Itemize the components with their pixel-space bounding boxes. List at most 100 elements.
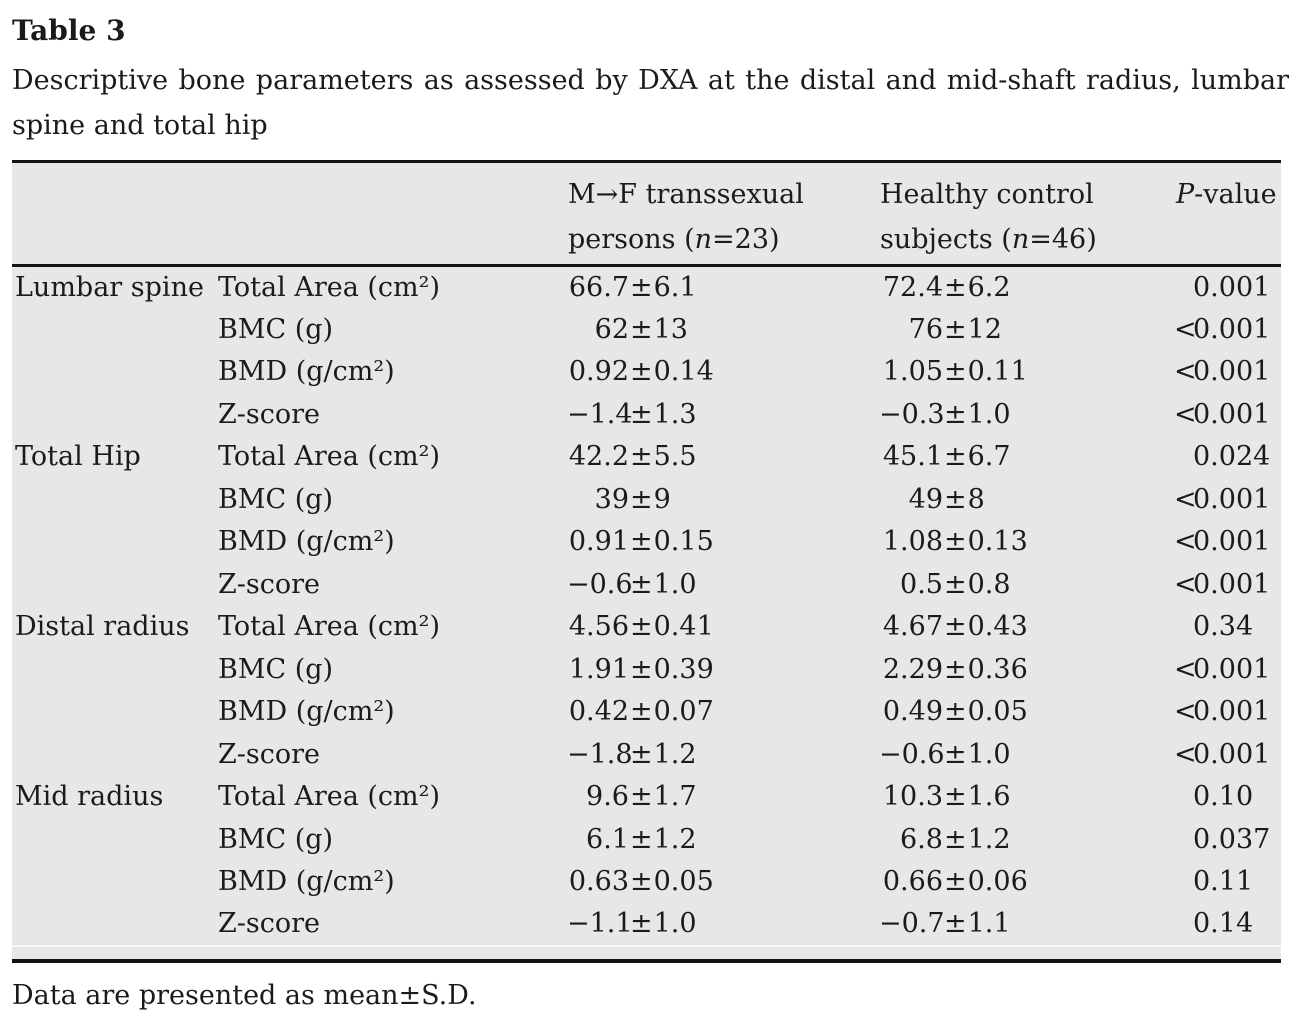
hc-value-cell: 49±8	[908, 483, 985, 515]
p-value-cell: <0.001	[1174, 398, 1271, 430]
parameter-label: Total Area (cm²)	[218, 781, 441, 813]
bone-parameters-table: M→F transsexual persons (n=23) Healthy c…	[12, 160, 1281, 963]
mf-value-cell: 6.1±1.2	[586, 823, 697, 855]
p-value-cell: 0.34	[1193, 611, 1254, 643]
col-header-mf-line2: persons (n=23)	[568, 224, 780, 255]
parameter-label: BMD (g/cm²)	[218, 356, 395, 388]
hc-value-cell: 76±12	[908, 313, 1002, 345]
hc-value-cell: −0.7±1.1	[879, 908, 1011, 940]
mf-value-cell: 0.42±0.07	[568, 696, 714, 728]
hc-value-cell: −0.3±1.0	[879, 398, 1011, 430]
table-row: BMD (g/cm²) 0.91±0.15 1.08±0.13 <0.001	[12, 521, 1281, 564]
table-footnote: Data are presented as mean±S.D.	[12, 979, 477, 1011]
site-label	[12, 478, 217, 521]
table-row: BMC (g) 62±13 76±12 <0.001	[12, 308, 1281, 351]
site-label	[12, 648, 217, 691]
site-label	[12, 308, 217, 351]
site-label	[12, 521, 217, 564]
p-value-cell: <0.001	[1174, 356, 1271, 388]
mf-value-cell: 66.7±6.1	[568, 272, 697, 303]
table-row: Lumbar spine Total Area (cm²) 66.7±6.1 7…	[12, 266, 1281, 309]
p-value-cell: 0.024	[1193, 441, 1271, 473]
table-row: Z-score −1.4±1.3 −0.3±1.0 <0.001	[12, 393, 1281, 436]
hc-value-cell: 72.4±6.2	[882, 272, 1011, 303]
site-label	[12, 351, 217, 394]
table-header: M→F transsexual persons (n=23) Healthy c…	[12, 161, 1281, 267]
table-row: Total Hip Total Area (cm²) 42.2±5.5 45.1…	[12, 436, 1281, 479]
mf-value-cell: 4.56±0.41	[568, 611, 714, 643]
table-body: Lumbar spine Total Area (cm²) 66.7±6.1 7…	[12, 266, 1281, 961]
p-value-cell: <0.001	[1174, 738, 1271, 770]
p-value-cell: 0.001	[1193, 272, 1271, 303]
n-italic: n	[694, 224, 713, 255]
table-title: Table 3	[12, 14, 126, 47]
parameter-label: Total Area (cm²)	[218, 611, 441, 643]
n-italic: n	[1011, 224, 1030, 255]
parameter-label: BMC (g)	[218, 313, 334, 345]
site-label	[12, 903, 217, 946]
p-value-cell: <0.001	[1174, 483, 1271, 515]
mf-value-cell: −1.8±1.2	[567, 738, 697, 770]
hc-value-cell: 0.5±0.8	[900, 568, 1011, 600]
p-value-cell: <0.001	[1174, 653, 1271, 685]
mf-value-cell: 42.2±5.5	[568, 441, 697, 473]
hc-value-cell: 10.3±1.6	[882, 781, 1011, 813]
parameter-label: BMC (g)	[218, 823, 334, 855]
hc-value-cell: 6.8±1.2	[900, 823, 1011, 855]
col-header-site	[12, 161, 217, 267]
hc-value-cell: 4.67±0.43	[882, 611, 1028, 643]
paper-table-page: Table 3 Descriptive bone parameters as a…	[12, 14, 1289, 1011]
p-value-cell: 0.10	[1193, 781, 1254, 813]
p-value-cell: <0.001	[1174, 568, 1271, 600]
hc-value-cell: 0.49±0.05	[882, 696, 1028, 728]
site-label: Distal radius	[15, 611, 190, 643]
parameter-label: BMC (g)	[218, 483, 334, 515]
p-value-cell: 0.11	[1193, 866, 1254, 898]
col-header-hc-line1: Healthy control	[880, 179, 1094, 210]
table-row: BMC (g) 39±9 49±8 <0.001	[12, 478, 1281, 521]
col-header-mf-transsexual: M→F transsexual persons (n=23)	[567, 161, 879, 267]
col-header-hc-line2: subjects (n=46)	[880, 224, 1097, 255]
table-row: Distal radius Total Area (cm²) 4.56±0.41…	[12, 606, 1281, 649]
mf-value-cell: 0.91±0.15	[568, 526, 714, 558]
col-header-parameter	[217, 161, 567, 267]
table-row: BMD (g/cm²) 0.63±0.05 0.66±0.06 0.11	[12, 861, 1281, 904]
parameter-label: Z-score	[218, 398, 321, 430]
header-row: M→F transsexual persons (n=23) Healthy c…	[12, 161, 1281, 267]
site-label	[12, 393, 217, 436]
table-row: Z-score −1.1±1.0 −0.7±1.1 0.14	[12, 903, 1281, 946]
parameter-label: Total Area (cm²)	[218, 272, 441, 303]
parameter-label: Z-score	[218, 908, 321, 940]
site-label	[12, 861, 217, 904]
table-row: BMC (g) 1.91±0.39 2.29±0.36 <0.001	[12, 648, 1281, 691]
mf-value-cell: 1.91±0.39	[568, 653, 714, 685]
p-value-cell: <0.001	[1174, 526, 1271, 558]
site-label	[12, 733, 217, 776]
col-header-mf-line1: M→F transsexual	[568, 179, 804, 210]
col-header-p-value: P-value	[1174, 161, 1281, 267]
site-label: Total Hip	[15, 441, 141, 473]
hc-value-cell: 0.66±0.06	[882, 866, 1028, 898]
table-bottom-spacer	[12, 944, 1281, 961]
mf-value-cell: 39±9	[594, 483, 671, 515]
p-italic: P	[1176, 179, 1195, 210]
parameter-label: Z-score	[218, 568, 321, 600]
site-label	[12, 563, 217, 606]
table-row: Z-score −0.6±1.0 0.5±0.8 <0.001	[12, 563, 1281, 606]
mf-value-cell: 0.92±0.14	[568, 356, 714, 388]
parameter-label: BMD (g/cm²)	[218, 696, 395, 728]
mf-value-cell: 9.6±1.7	[586, 781, 697, 813]
table-row: BMD (g/cm²) 0.92±0.14 1.05±0.11 <0.001	[12, 351, 1281, 394]
col-header-healthy-control: Healthy control subjects (n=46)	[879, 161, 1174, 267]
mf-value-cell: −0.6±1.0	[567, 568, 697, 600]
p-value-cell: 0.037	[1193, 823, 1271, 855]
site-label	[12, 818, 217, 861]
p-value-cell: <0.001	[1174, 313, 1271, 345]
hc-value-cell: 1.08±0.13	[882, 526, 1028, 558]
p-value-cell: 0.14	[1193, 908, 1254, 940]
parameter-label: BMD (g/cm²)	[218, 526, 395, 558]
table-row: BMC (g) 6.1±1.2 6.8±1.2 0.037	[12, 818, 1281, 861]
site-label: Lumbar spine	[15, 272, 204, 303]
table-caption: Descriptive bone parameters as assessed …	[12, 65, 1289, 141]
mf-value-cell: −1.4±1.3	[567, 398, 697, 430]
